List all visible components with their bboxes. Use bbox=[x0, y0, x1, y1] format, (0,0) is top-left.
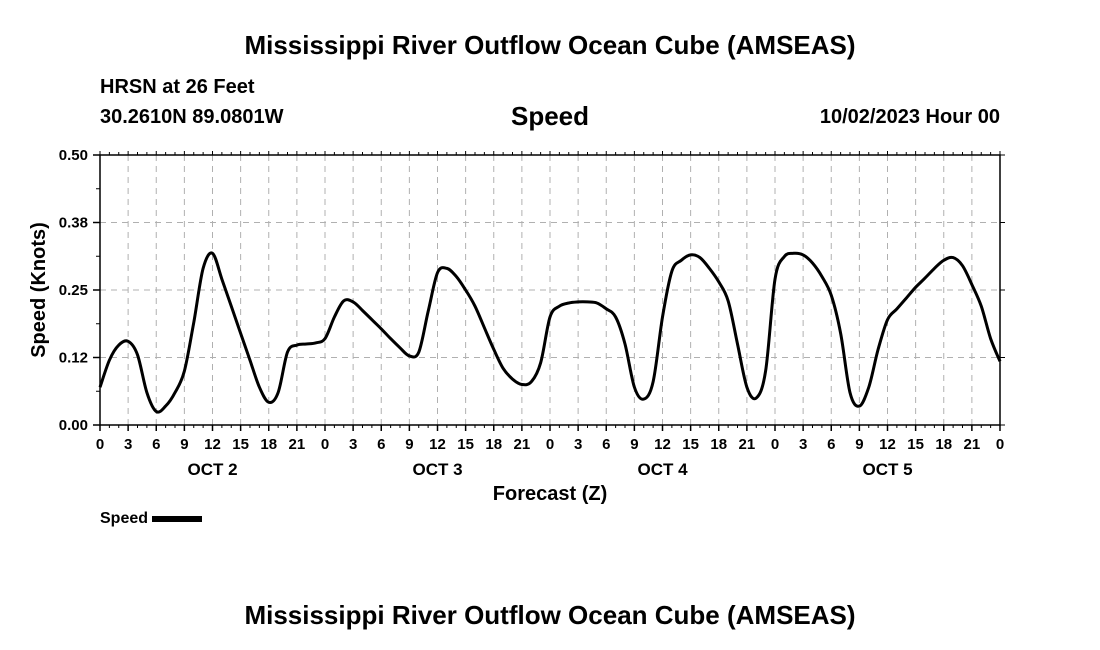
x-tick-label: 0 bbox=[996, 436, 1004, 453]
x-tick-label: 9 bbox=[630, 436, 638, 453]
x-tick-label: 21 bbox=[964, 436, 981, 453]
x-tick-label: 21 bbox=[739, 436, 756, 453]
y-axis-title: Speed (Knots) bbox=[28, 222, 50, 358]
series-layer bbox=[98, 251, 1002, 414]
chart-subtitle: Speed bbox=[510, 101, 590, 131]
day-label: OCT 5 bbox=[862, 460, 912, 479]
footer-title: Mississippi River Outflow Ocean Cube (AM… bbox=[244, 600, 856, 630]
station-label: HRSN at 26 Feet bbox=[100, 76, 255, 98]
x-tick-label: 9 bbox=[855, 436, 863, 453]
x-tick-label: 15 bbox=[457, 436, 474, 453]
x-tick-label: 0 bbox=[546, 436, 554, 453]
legend-swatch bbox=[152, 515, 203, 522]
day-label: OCT 4 bbox=[637, 460, 688, 479]
y-tick-label: 0.25 bbox=[59, 282, 88, 299]
x-tick-label: 15 bbox=[682, 436, 699, 453]
x-tick-label: 0 bbox=[321, 436, 329, 453]
x-tick-label: 3 bbox=[799, 436, 807, 453]
x-tick-label: 0 bbox=[771, 436, 779, 453]
speed-series-line bbox=[98, 251, 1002, 414]
datetime-label: 10/02/2023 Hour 00 bbox=[819, 106, 1000, 128]
grid bbox=[100, 154, 1000, 425]
x-tick-label: 12 bbox=[654, 436, 671, 453]
x-tick-label: 6 bbox=[152, 436, 160, 453]
x-tick-label: 18 bbox=[485, 436, 502, 453]
day-label: OCT 2 bbox=[187, 460, 237, 479]
axis-ticks bbox=[93, 151, 1005, 431]
x-tick-label: 15 bbox=[907, 436, 924, 453]
x-tick-label: 0 bbox=[96, 436, 104, 453]
x-tick-label: 21 bbox=[289, 436, 306, 453]
x-tick-label: 15 bbox=[232, 436, 249, 453]
x-tick-label: 18 bbox=[935, 436, 952, 453]
legend-label: Speed bbox=[100, 510, 149, 527]
x-tick-label: 18 bbox=[710, 436, 727, 453]
main-title: Mississippi River Outflow Ocean Cube (AM… bbox=[244, 30, 856, 60]
day-label: OCT 3 bbox=[412, 460, 462, 479]
x-tick-label: 6 bbox=[827, 436, 835, 453]
y-tick-label: 0.12 bbox=[59, 350, 88, 367]
x-tick-label: 3 bbox=[574, 436, 582, 453]
axis-labels: 0 3 6 9 12 15 18 21 0 3 6 9 12 15 18 21 0 3 6 9 12 15 18 21 0 3 6 9… bbox=[59, 147, 1004, 479]
x-tick-label: 12 bbox=[204, 436, 221, 453]
x-tick-label: 3 bbox=[349, 436, 357, 453]
x-tick-label: 9 bbox=[180, 436, 188, 453]
coordinates-label: 30.2610N 89.0801W bbox=[100, 106, 284, 128]
legend: Speed bbox=[100, 510, 203, 528]
x-tick-label: 6 bbox=[602, 436, 610, 453]
x-tick-label: 3 bbox=[124, 436, 132, 453]
x-tick-label: 9 bbox=[405, 436, 413, 453]
x-tick-label: 21 bbox=[514, 436, 531, 453]
x-axis-title: Forecast (Z) bbox=[493, 483, 607, 505]
y-tick-label: 0.50 bbox=[59, 147, 88, 164]
x-tick-label: 12 bbox=[429, 436, 446, 453]
y-tick-label: 0.00 bbox=[59, 417, 88, 434]
x-tick-label: 12 bbox=[879, 436, 896, 453]
x-tick-label: 18 bbox=[260, 436, 277, 453]
y-tick-label: 0.38 bbox=[59, 215, 88, 232]
x-tick-label: 6 bbox=[377, 436, 385, 453]
